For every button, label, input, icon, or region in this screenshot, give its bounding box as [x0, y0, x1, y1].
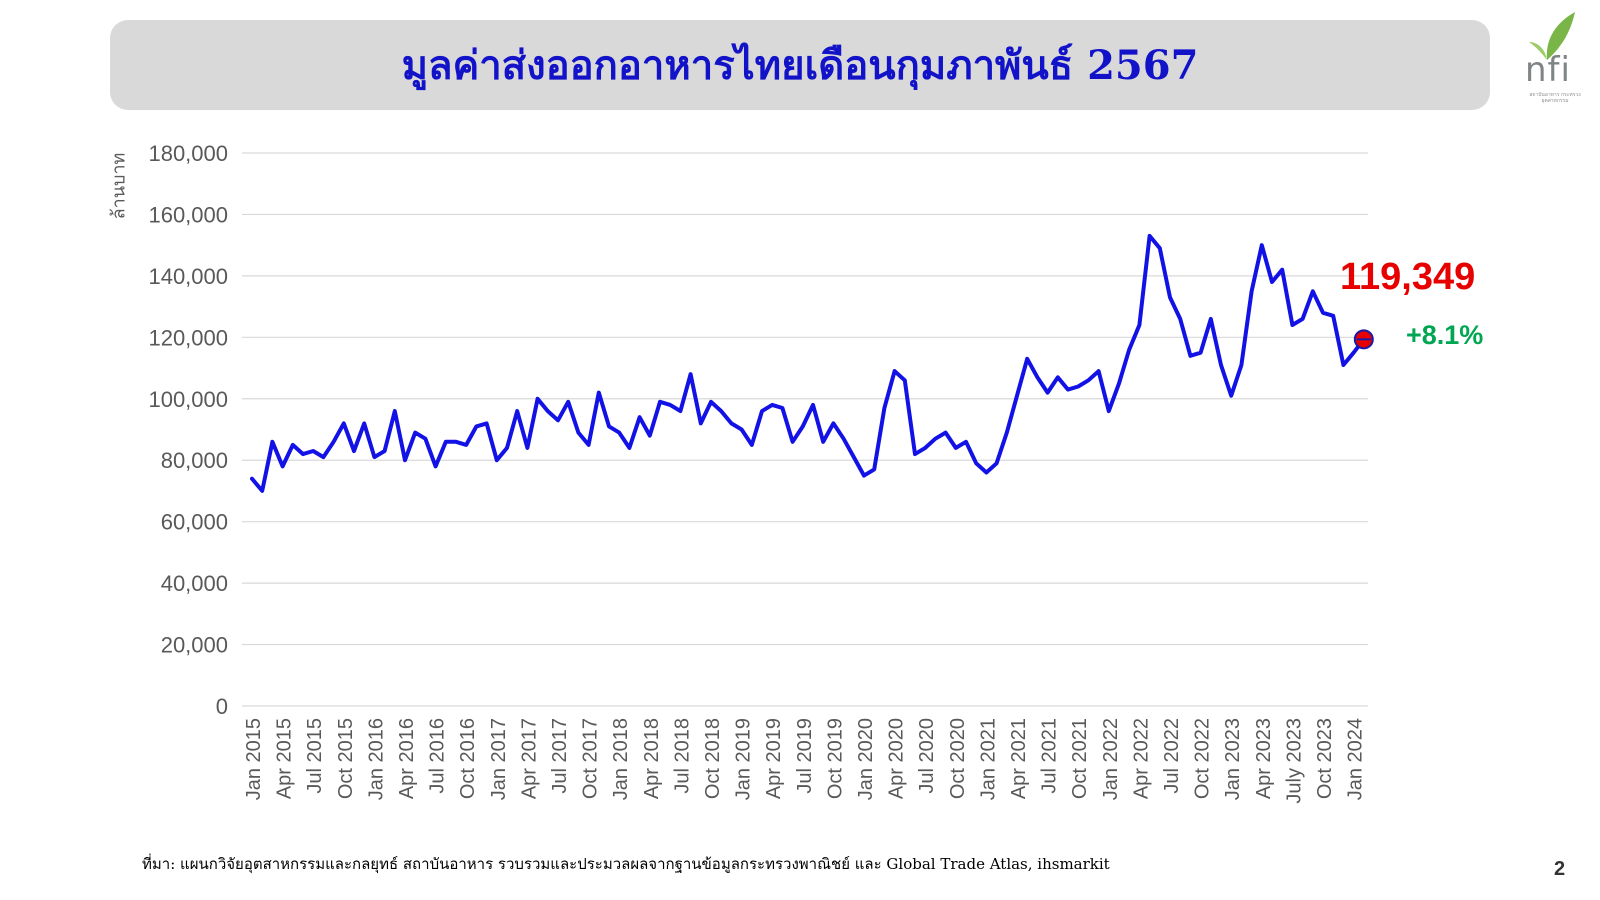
- title-banner: มูลค่าส่งออกอาหารไทยเดือนกุมภาพันธ์ 2567: [110, 20, 1490, 110]
- x-tick-label: Apr 2015: [274, 718, 296, 799]
- x-tick-label: Jan 2020: [855, 718, 877, 800]
- y-tick-label: 60,000: [161, 510, 228, 535]
- y-tick-label: 100,000: [148, 387, 228, 412]
- x-tick-label: Apr 2022: [1130, 718, 1152, 799]
- x-tick-label: Apr 2020: [886, 718, 908, 799]
- y-tick-label: 140,000: [148, 264, 228, 289]
- x-tick-label: Jan 2016: [365, 718, 387, 800]
- yoy-change-label: +8.1%: [1406, 320, 1484, 350]
- x-tick-label: Apr 2018: [641, 718, 663, 799]
- x-tick-label: Jan 2018: [610, 718, 632, 800]
- x-tick-label: Jan 2015: [243, 718, 265, 800]
- x-tick-label: Apr 2019: [763, 718, 785, 799]
- x-tick-label: Apr 2023: [1253, 718, 1275, 799]
- latest-point-marker: [1353, 329, 1374, 350]
- x-tick-label: Jul 2022: [1161, 718, 1183, 794]
- x-tick-label: Jul 2018: [671, 718, 693, 794]
- x-tick-label: Jul 2020: [916, 718, 938, 794]
- x-tick-label: Jul 2019: [794, 718, 816, 794]
- x-tick-label: Oct 2015: [335, 718, 357, 799]
- x-tick-label: Apr 2017: [518, 718, 540, 799]
- export-value-series-line: [250, 233, 1366, 493]
- x-tick-label: Jul 2015: [304, 718, 326, 794]
- page-number: 2: [1554, 858, 1566, 880]
- x-tick-label: Jan 2023: [1222, 718, 1244, 800]
- nfi-logo: nfi สถาบันอาหาร กระทรวงอุตสาหกรรม: [1515, 8, 1595, 108]
- x-tick-label: Oct 2022: [1192, 718, 1214, 799]
- logo-subtext: สถาบันอาหาร กระทรวงอุตสาหกรรม: [1529, 92, 1581, 104]
- y-tick-label: 80,000: [161, 448, 228, 473]
- logo-text: nfi: [1525, 50, 1571, 90]
- x-tick-label: Apr 2016: [396, 718, 418, 799]
- leaf-icon: [1529, 12, 1575, 60]
- x-tick-label: Jan 2022: [1100, 718, 1122, 800]
- y-tick-label: 40,000: [161, 571, 228, 596]
- x-tick-label: Oct 2023: [1314, 718, 1336, 799]
- y-tick-labels: 0 20,000 40,000 60,000 80,000 100,000 120,000 1…: [148, 141, 228, 719]
- grid-lines: [242, 152, 1368, 707]
- page-title: มูลค่าส่งออกอาหารไทยเดือนกุมภาพันธ์ 2567: [401, 42, 1199, 89]
- x-tick-label: Oct 2016: [457, 718, 479, 799]
- x-tick-labels: Jan 2015 Apr 2015 Jul 2015 Oct 2015 Jan 2016…: [243, 718, 1367, 804]
- series-line: [250, 233, 1366, 493]
- x-tick-label: July 2023: [1283, 718, 1305, 804]
- x-tick-label: Oct 2020: [947, 718, 969, 799]
- x-tick-label: Jan 2019: [733, 718, 755, 800]
- x-tick-label: Jul 2017: [549, 718, 571, 794]
- x-tick-label: Jan 2017: [488, 718, 510, 800]
- x-tick-label: Jul 2016: [427, 718, 449, 794]
- x-tick-label: Oct 2019: [824, 718, 846, 799]
- x-tick-label: Jan 2021: [977, 718, 999, 800]
- y-tick-label: 120,000: [148, 325, 228, 350]
- x-tick-label: Jan 2024: [1345, 718, 1367, 800]
- x-tick-label: Jul 2021: [1039, 718, 1061, 794]
- x-tick-label: Oct 2017: [580, 718, 602, 799]
- y-tick-label: 0: [216, 694, 228, 719]
- x-tick-label: Apr 2021: [1008, 718, 1030, 799]
- y-tick-label: 160,000: [148, 202, 228, 227]
- x-tick-label: Oct 2021: [1069, 718, 1091, 799]
- y-tick-label: 180,000: [148, 141, 228, 166]
- y-tick-label: 20,000: [161, 633, 228, 658]
- latest-value-label: 119,349: [1340, 256, 1476, 298]
- x-tick-label: Oct 2018: [702, 718, 724, 799]
- source-note: ที่มา: แผนกวิจัยอุตสาหกรรมและกลยุทธ์ สถา…: [142, 855, 1110, 873]
